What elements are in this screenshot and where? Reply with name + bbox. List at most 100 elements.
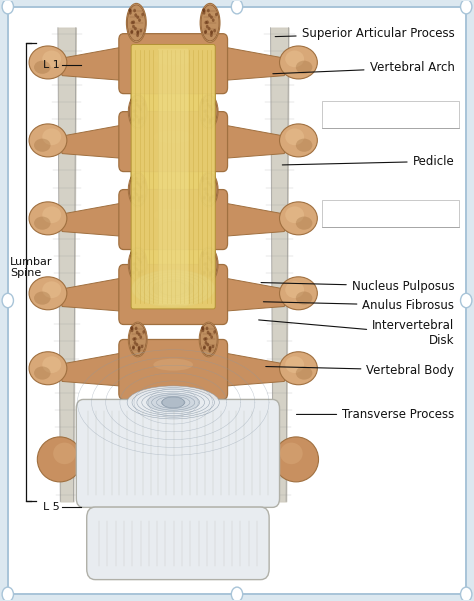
Circle shape xyxy=(137,105,140,108)
Circle shape xyxy=(461,587,472,601)
Ellipse shape xyxy=(285,281,304,298)
Circle shape xyxy=(134,337,137,341)
Ellipse shape xyxy=(153,279,194,298)
Ellipse shape xyxy=(34,139,51,152)
Ellipse shape xyxy=(296,216,312,230)
Circle shape xyxy=(134,266,137,270)
Ellipse shape xyxy=(128,94,147,129)
Circle shape xyxy=(206,25,209,28)
Ellipse shape xyxy=(129,173,146,206)
Circle shape xyxy=(138,346,141,349)
Circle shape xyxy=(139,108,142,111)
Circle shape xyxy=(139,335,142,339)
Text: Transverse Process: Transverse Process xyxy=(297,408,455,421)
Circle shape xyxy=(210,34,213,37)
Circle shape xyxy=(203,337,206,341)
Ellipse shape xyxy=(29,124,67,157)
Circle shape xyxy=(138,197,141,200)
Ellipse shape xyxy=(127,386,219,419)
Circle shape xyxy=(207,103,210,106)
Ellipse shape xyxy=(34,61,51,74)
Circle shape xyxy=(138,272,141,275)
Ellipse shape xyxy=(146,393,200,412)
Circle shape xyxy=(205,266,207,270)
Ellipse shape xyxy=(154,359,193,371)
Ellipse shape xyxy=(42,50,61,67)
Circle shape xyxy=(203,188,206,191)
Circle shape xyxy=(134,341,137,344)
Circle shape xyxy=(206,252,209,255)
Ellipse shape xyxy=(296,367,312,380)
Circle shape xyxy=(132,263,135,266)
Ellipse shape xyxy=(285,129,304,145)
Circle shape xyxy=(203,346,206,349)
Circle shape xyxy=(209,196,211,200)
Ellipse shape xyxy=(200,96,217,128)
Circle shape xyxy=(209,274,211,278)
Circle shape xyxy=(215,13,218,16)
Circle shape xyxy=(136,103,138,106)
Ellipse shape xyxy=(154,209,193,221)
Circle shape xyxy=(132,109,135,113)
Circle shape xyxy=(130,31,133,34)
Ellipse shape xyxy=(199,322,218,357)
Text: Superior Articular Process: Superior Articular Process xyxy=(275,27,455,40)
FancyBboxPatch shape xyxy=(119,264,228,325)
Circle shape xyxy=(212,19,215,22)
Circle shape xyxy=(129,9,132,13)
Circle shape xyxy=(134,13,137,17)
Ellipse shape xyxy=(156,397,190,409)
Circle shape xyxy=(211,345,214,349)
Circle shape xyxy=(210,108,213,111)
Ellipse shape xyxy=(200,323,217,356)
Ellipse shape xyxy=(161,398,185,407)
Circle shape xyxy=(210,30,213,34)
Ellipse shape xyxy=(154,131,193,143)
Circle shape xyxy=(128,8,131,12)
Circle shape xyxy=(136,193,138,197)
Ellipse shape xyxy=(200,248,217,281)
Circle shape xyxy=(209,121,211,124)
Text: L 5: L 5 xyxy=(44,502,60,513)
Circle shape xyxy=(131,99,134,102)
Circle shape xyxy=(209,272,211,275)
Circle shape xyxy=(203,346,206,350)
Circle shape xyxy=(134,27,137,31)
Ellipse shape xyxy=(280,46,318,79)
Circle shape xyxy=(136,34,139,37)
Circle shape xyxy=(210,31,213,34)
Ellipse shape xyxy=(128,322,147,357)
Circle shape xyxy=(211,117,214,120)
Polygon shape xyxy=(60,125,124,159)
Circle shape xyxy=(137,274,140,278)
Ellipse shape xyxy=(42,129,61,145)
Circle shape xyxy=(137,349,140,352)
Circle shape xyxy=(138,118,141,121)
Circle shape xyxy=(132,197,135,200)
Circle shape xyxy=(206,177,209,180)
Circle shape xyxy=(203,197,206,200)
Circle shape xyxy=(211,195,214,198)
Circle shape xyxy=(205,341,207,344)
Ellipse shape xyxy=(142,275,204,302)
FancyBboxPatch shape xyxy=(119,340,228,400)
FancyBboxPatch shape xyxy=(131,44,215,309)
FancyBboxPatch shape xyxy=(158,49,188,305)
Ellipse shape xyxy=(199,247,218,282)
Ellipse shape xyxy=(129,248,146,281)
Circle shape xyxy=(201,326,204,330)
Polygon shape xyxy=(223,278,287,311)
Circle shape xyxy=(130,251,133,255)
Ellipse shape xyxy=(199,94,218,129)
Ellipse shape xyxy=(285,50,304,67)
Circle shape xyxy=(2,587,13,601)
FancyBboxPatch shape xyxy=(322,200,459,227)
Circle shape xyxy=(205,337,208,341)
Circle shape xyxy=(131,326,134,330)
Circle shape xyxy=(206,326,209,330)
Circle shape xyxy=(132,271,135,275)
Circle shape xyxy=(205,191,207,195)
Circle shape xyxy=(213,29,216,32)
FancyBboxPatch shape xyxy=(8,7,466,594)
Circle shape xyxy=(213,102,216,106)
